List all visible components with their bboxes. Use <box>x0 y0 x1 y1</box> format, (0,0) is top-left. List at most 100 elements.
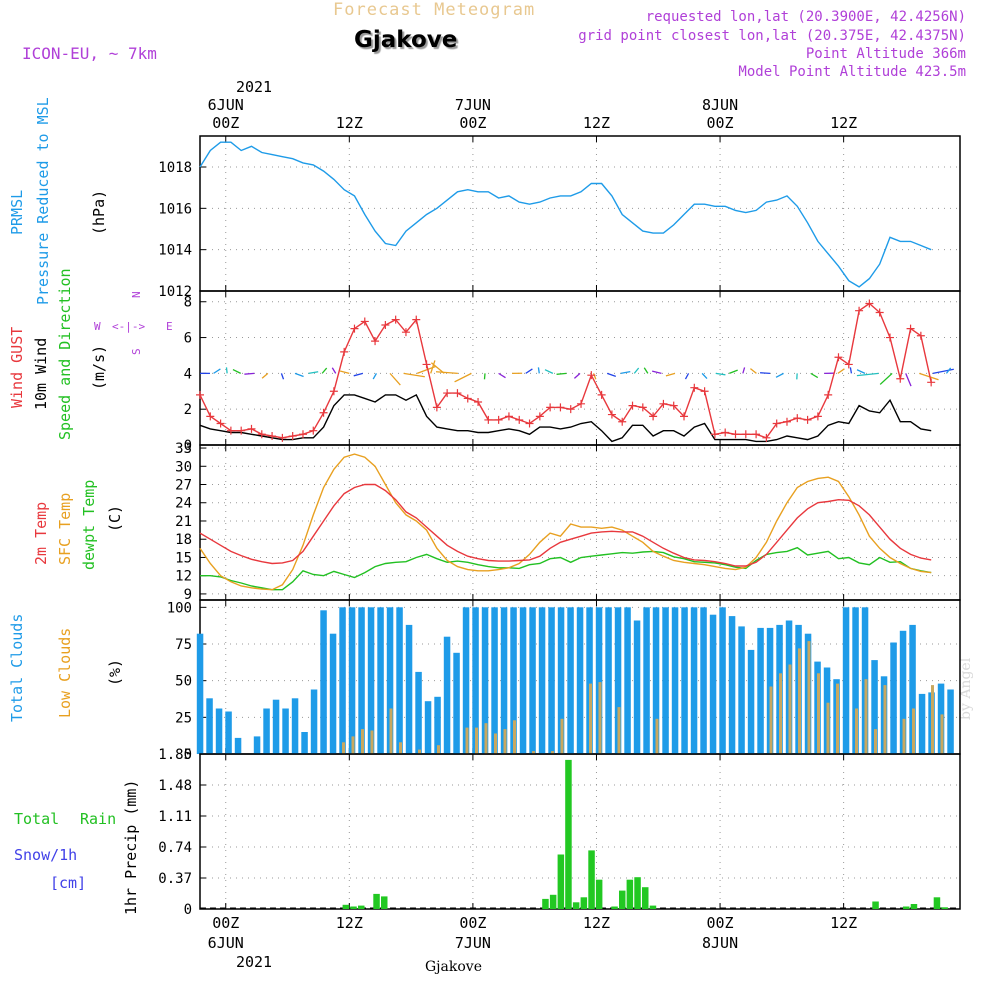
wind-gust-line-marker <box>824 390 833 399</box>
snow-label: Snow/1h <box>14 846 77 864</box>
rain-bar <box>350 906 357 909</box>
panel-frame <box>199 135 961 292</box>
wind-direction-arrow <box>643 367 649 374</box>
wind-direction-arrow <box>389 372 401 386</box>
low-cloud-bar <box>902 718 906 754</box>
wind-direction-arrow <box>573 372 581 379</box>
wind-gust-line-marker <box>391 315 400 324</box>
temp-unit-label: (C) <box>106 505 124 532</box>
wind-gust-line-marker <box>556 403 565 412</box>
wind-direction-arrow <box>715 372 726 376</box>
low-cloud-bar <box>940 714 944 754</box>
rain-bar <box>542 898 549 909</box>
rain-bar <box>595 879 603 909</box>
wind-gust-label: Wind GUST <box>8 327 26 408</box>
y-tick-label: 4 <box>184 366 192 382</box>
rain-bar <box>649 905 657 909</box>
total-cloud-bar <box>272 699 280 754</box>
wind-direction-arrow <box>742 367 746 374</box>
y-tick-label: 30 <box>175 459 192 475</box>
low-cloud-bar <box>864 679 868 754</box>
wind-10m-line <box>199 393 932 443</box>
total-cloud-bar <box>909 624 916 754</box>
y-tick-label: 100 <box>167 600 192 616</box>
bottom-date-label: 6JUN <box>208 934 244 952</box>
wind-gust-line-marker <box>474 398 483 407</box>
top-year-label: 2021 <box>236 78 272 96</box>
total-cloud-bar <box>481 607 489 754</box>
low-cloud-bar <box>437 745 440 754</box>
wind-gust-line-marker <box>844 360 853 369</box>
wind-gust-line-marker <box>381 321 390 330</box>
low-cloud-bar <box>513 720 516 754</box>
y-tick-label: 1.48 <box>158 778 192 794</box>
total-cloud-bar <box>396 607 403 754</box>
wind-direction-arrow <box>652 370 662 375</box>
wind-gust-line-marker <box>257 430 266 439</box>
total-cloud-bar <box>624 607 631 754</box>
total-cloud-bar <box>196 633 204 754</box>
y-tick-label: 6 <box>184 331 192 347</box>
wind-gust-line-marker <box>350 324 359 333</box>
wind-gust-line-marker <box>226 426 235 435</box>
wind-gust-line-marker <box>525 419 534 428</box>
total-cloud-bar <box>329 633 337 754</box>
y-tick-label: 15 <box>175 550 192 566</box>
wind-unit-label: (m/s) <box>90 345 108 390</box>
rain-bar <box>933 897 941 909</box>
low-cloud-bar <box>465 727 469 754</box>
wind-direction-arrow <box>213 368 221 374</box>
low-cloud-bar <box>484 723 488 754</box>
wind-direction-arrow <box>932 368 954 375</box>
total-cloud-bar <box>291 698 299 754</box>
low-cloud-bar <box>836 683 839 754</box>
low-cloud-bar <box>912 708 915 754</box>
low-cloud-bar <box>931 685 934 754</box>
y-tick-label: 0 <box>184 902 192 918</box>
rain-bar <box>565 759 572 909</box>
wind-direction-arrow <box>544 369 554 374</box>
total-cloud-bar <box>548 607 555 754</box>
wind-gust-line-marker <box>216 419 225 428</box>
requested-coords: requested lon,lat (20.3900E, 42.4256N) <box>645 9 966 25</box>
low-cloud-bar <box>598 682 602 754</box>
total-cloud-bar <box>443 636 451 754</box>
wind-gust-line-marker <box>329 387 338 396</box>
total-cloud-bar <box>738 626 745 754</box>
wind-gust-line-marker <box>206 412 215 421</box>
bottom-hour-label: 00Z <box>459 914 486 932</box>
low-cloud-bar <box>883 685 887 754</box>
total-cloud-bar <box>662 607 669 754</box>
top-date-label: 6JUN <box>208 96 244 114</box>
total-cloud-bar <box>225 711 232 754</box>
low-cloud-bar <box>494 733 497 754</box>
wind-gust-line-marker <box>865 299 874 308</box>
rain-bar <box>872 901 879 909</box>
wind-panel: 0 2 4 6 8 <box>184 290 961 454</box>
total-cloud-bar <box>947 689 954 754</box>
total-cloud-bar <box>367 607 375 754</box>
y-tick-label: 1018 <box>158 160 192 176</box>
total-cloud-bar <box>386 607 394 754</box>
precip-axis-label: 1hr Precip (mm) <box>122 780 140 915</box>
wind-direction-arrow <box>244 372 255 375</box>
wind-direction-arrow <box>454 372 472 383</box>
low-cloud-bar <box>532 751 535 754</box>
wind-gust-line-marker <box>319 408 328 417</box>
total-cloud-bar <box>871 660 878 754</box>
snow-unit-label: [cm] <box>50 874 86 892</box>
wind-gust-line-marker <box>463 394 472 403</box>
wind-direction-arrow <box>294 372 304 378</box>
rain-bar <box>634 877 641 909</box>
wind-direction-arrow <box>729 369 738 374</box>
low-cloud-bar <box>351 736 355 754</box>
wind-gust-line-marker <box>885 333 894 342</box>
wind-gust-line-marker <box>432 403 441 412</box>
wind-direction-arrow <box>606 372 617 377</box>
total-cloud-bar <box>491 607 498 754</box>
low-cloud-bar <box>342 742 345 754</box>
top-hour-label: 12Z <box>583 114 610 132</box>
compass-n: N <box>130 291 143 298</box>
wind-gust-line-marker <box>268 432 277 441</box>
rain-bar <box>619 890 626 909</box>
